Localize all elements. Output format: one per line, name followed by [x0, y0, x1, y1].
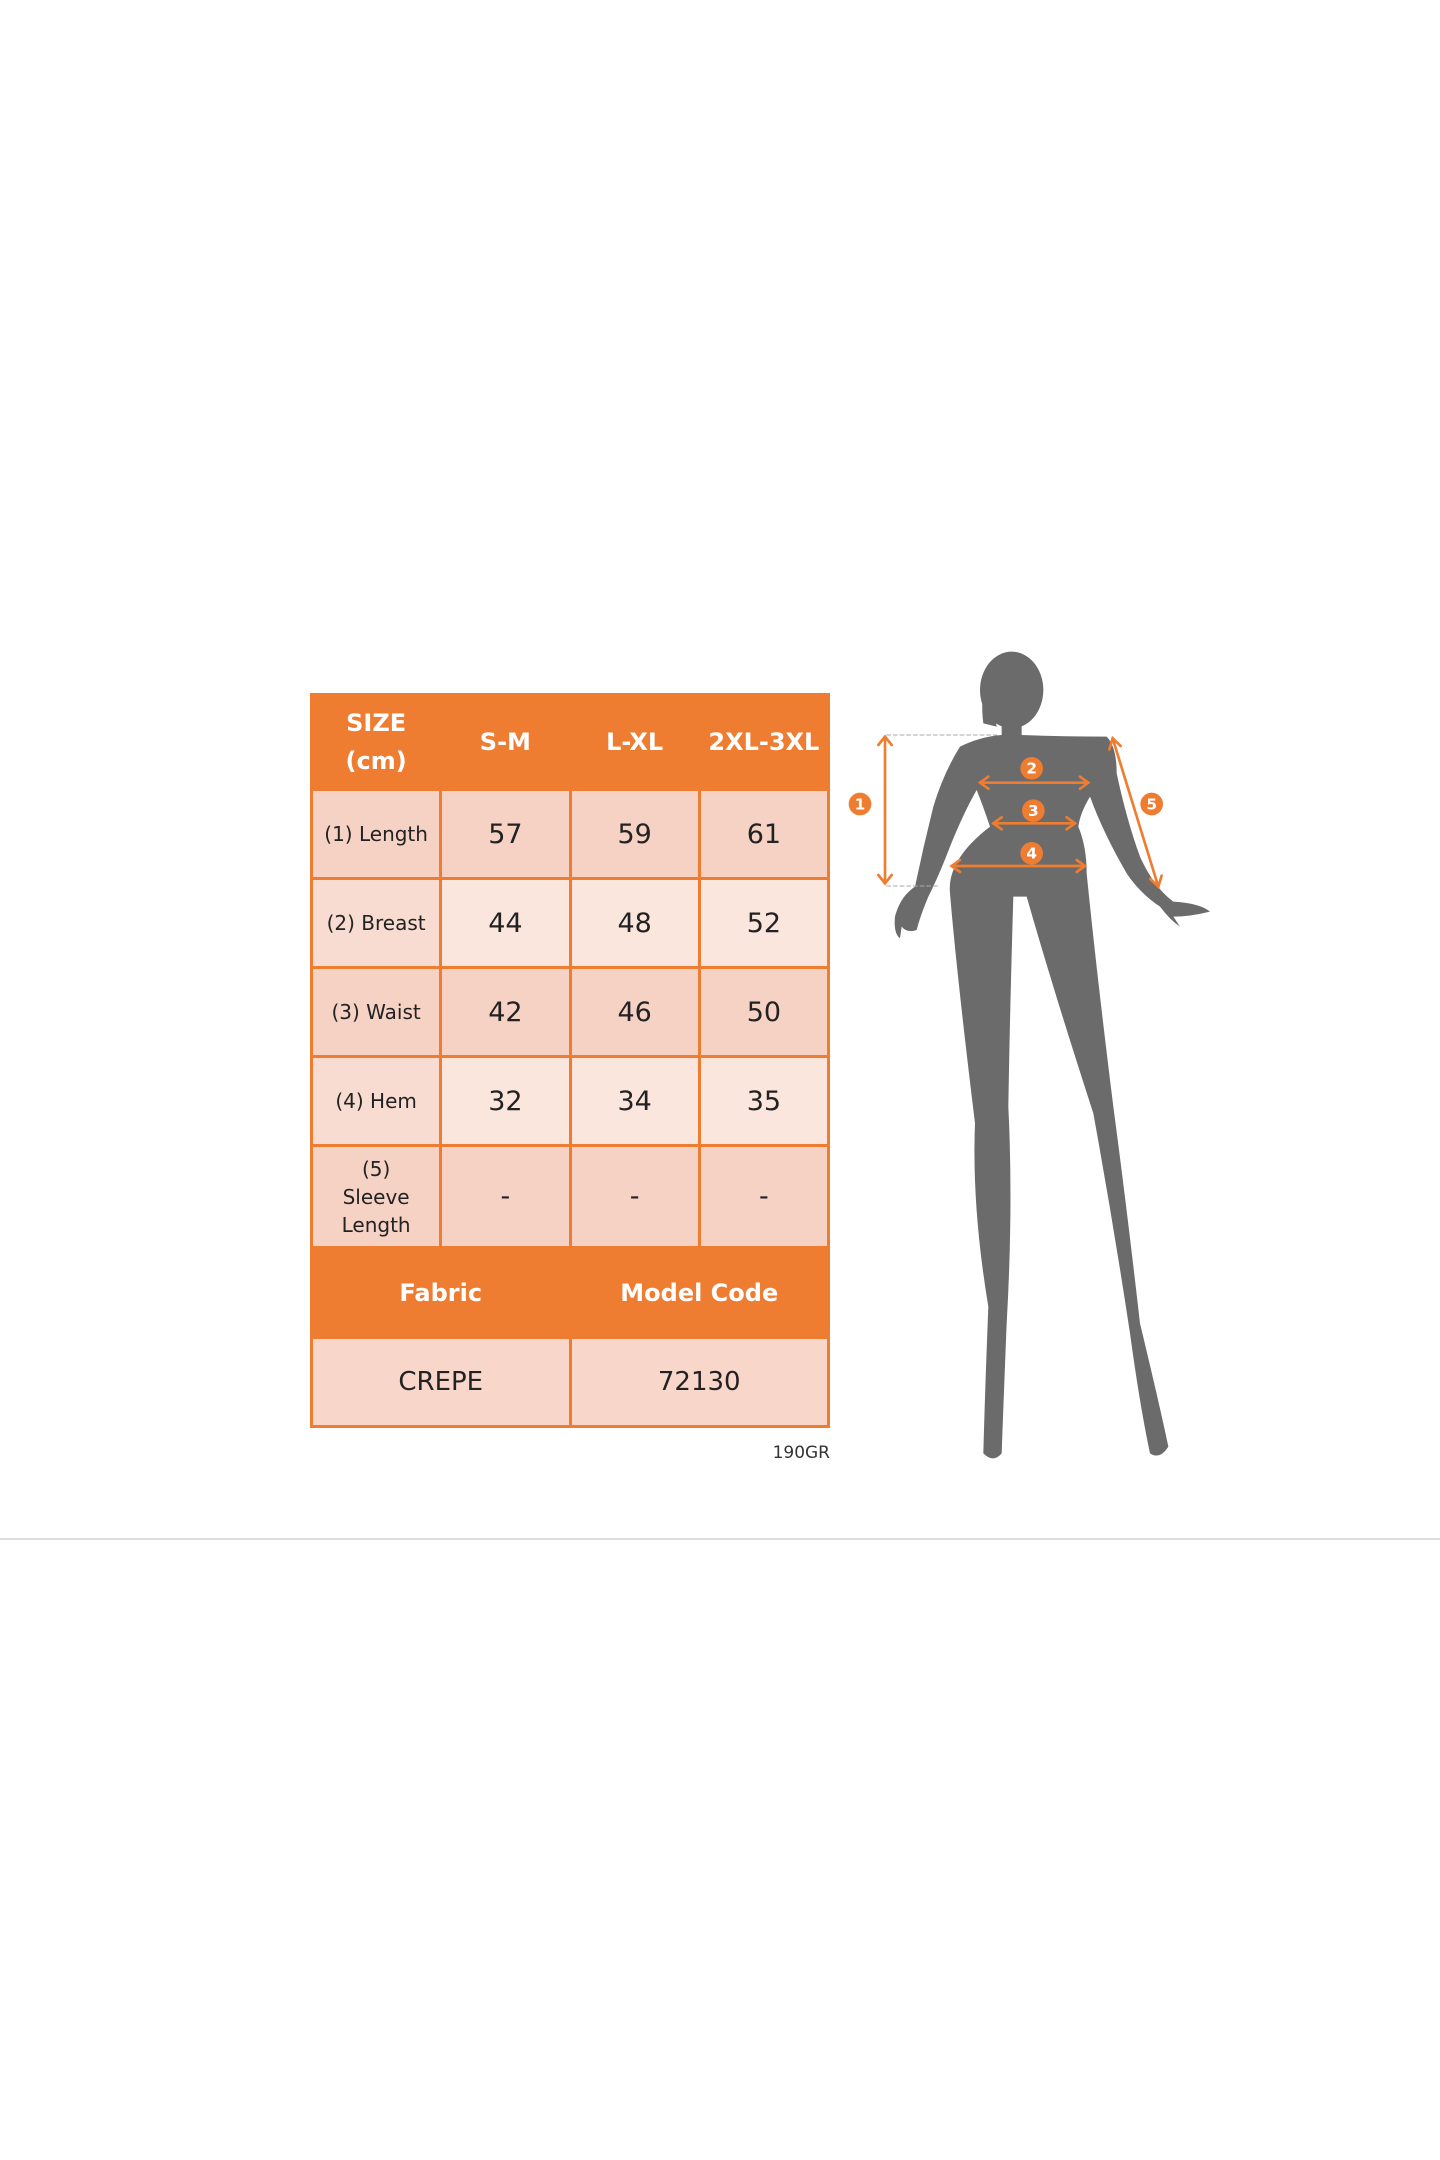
cell: - [568, 1144, 701, 1249]
table-row: (3) Waist 42 46 50 [309, 966, 831, 1058]
svg-text:5: 5 [1146, 795, 1157, 813]
cell: 44 [439, 877, 572, 969]
measurement-lines [877, 734, 1163, 890]
measurement-markers: 1 2 3 4 5 [848, 757, 1163, 865]
header-l-xl: L-XL [568, 693, 701, 791]
model-code-value: 72130 [568, 1336, 830, 1428]
fabric-value-row: CREPE 72130 [310, 1336, 830, 1428]
fabric-weight: 190GR [772, 1443, 830, 1463]
row-label: (5) Sleeve Length [309, 1144, 443, 1249]
row-label: (4) Hem [309, 1055, 443, 1147]
cell: - [439, 1144, 572, 1249]
cell: 61 [697, 788, 831, 880]
silhouette [894, 651, 1210, 1459]
fabric-header-row: Fabric Model Code [310, 1246, 830, 1339]
table-row: (5) Sleeve Length - - - [309, 1144, 831, 1249]
table-row: (4) Hem 32 34 35 [309, 1055, 831, 1147]
row-label: (2) Breast [309, 877, 443, 969]
cell: 59 [568, 788, 701, 880]
length-arrow [877, 734, 893, 886]
marker-2: 2 [1020, 757, 1043, 780]
model-code-label: Model Code [568, 1246, 830, 1339]
table-row: (1) Length 57 59 61 [309, 788, 831, 880]
cell: 57 [439, 788, 572, 880]
cell: 35 [697, 1055, 831, 1147]
header-s-m: S-M [439, 693, 572, 791]
svg-text:3: 3 [1028, 802, 1039, 820]
cell: 42 [439, 966, 572, 1058]
cell: 32 [439, 1055, 572, 1147]
row-label: (3) Waist [309, 966, 443, 1058]
cell: - [697, 1144, 831, 1249]
svg-text:2: 2 [1026, 760, 1037, 778]
table-row: (2) Breast 44 48 52 [309, 877, 831, 969]
divider [0, 1538, 1440, 1540]
sleeve-arrow [1108, 735, 1163, 890]
fabric-label: Fabric [310, 1246, 572, 1339]
marker-4: 4 [1020, 842, 1043, 865]
hem-arrow [949, 858, 1088, 874]
marker-1: 1 [848, 792, 872, 816]
cell: 48 [568, 877, 701, 969]
header-2xl-3xl: 2XL-3XL [697, 693, 831, 791]
cell: 50 [697, 966, 831, 1058]
waist-arrow [991, 815, 1078, 831]
row-label: (1) Length [309, 788, 443, 880]
cell: 34 [568, 1055, 701, 1147]
cell: 46 [568, 966, 701, 1058]
breast-arrow [977, 775, 1091, 790]
table-header-row: SIZE (cm) S-M L-XL 2XL-3XL [309, 693, 831, 791]
svg-text:1: 1 [855, 795, 866, 813]
svg-text:4: 4 [1026, 845, 1037, 863]
header-size: SIZE (cm) [309, 693, 443, 791]
marker-3: 3 [1022, 799, 1045, 822]
size-chart-table: SIZE (cm) S-M L-XL 2XL-3XL (1) Length 57… [309, 693, 831, 1428]
body-measurement-figure: 1 2 3 4 5 [848, 651, 1210, 1459]
fabric-value: CREPE [310, 1336, 572, 1428]
marker-5: 5 [1140, 792, 1163, 816]
cell: 52 [697, 877, 831, 969]
